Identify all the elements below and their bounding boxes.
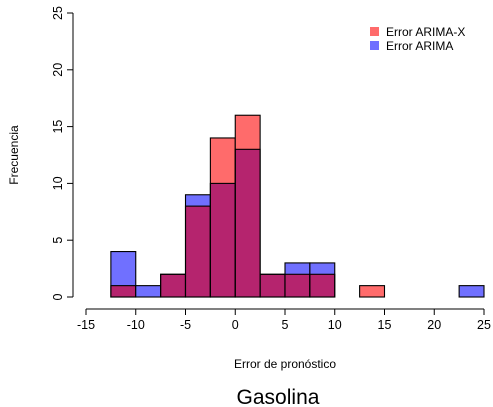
x-axis-label: Error de pronóstico (234, 357, 336, 371)
y-tick-label: 15 (51, 120, 65, 134)
y-tick-label: 25 (51, 6, 65, 20)
legend-label: Error ARIMA (386, 39, 453, 53)
bar-arima (110, 251, 136, 286)
x-tick-label: 10 (328, 318, 342, 332)
axes-layer: -15 -10 -5 0 5 10 15 20 25 0 5 10 15 20 25 (51, 6, 491, 332)
bar-overlap (110, 285, 136, 297)
bar-arima-x (235, 115, 261, 150)
y-axis-label: Frecuencia (7, 125, 21, 185)
bar-overlap (235, 149, 261, 297)
bar-outline-arima-x (359, 285, 386, 298)
bar-outline-arima (309, 262, 336, 298)
bar-arima (185, 194, 211, 207)
legend-swatch (370, 27, 379, 36)
bar-arima (135, 285, 161, 297)
x-tick-label: 5 (282, 318, 289, 332)
bar-outline-arima (458, 285, 485, 298)
bar-overlap (309, 274, 335, 297)
x-tick-label: 15 (378, 318, 392, 332)
bar-arima (285, 262, 310, 275)
bar-arima (309, 262, 335, 275)
bar-overlap (160, 274, 186, 297)
bar-outline-arima (234, 148, 261, 298)
bar-overlap (210, 183, 236, 297)
legend-swatch (370, 41, 379, 50)
x-tick-label: 20 (427, 318, 441, 332)
y-tick-label: 10 (51, 176, 65, 190)
y-tick-label: 0 (51, 293, 65, 300)
bar-overlap (285, 274, 310, 297)
x-tick-label: 0 (232, 318, 239, 332)
x-tick-label: 25 (477, 318, 491, 332)
chart-title: Gasolina (237, 386, 320, 407)
x-tick-label: -10 (127, 318, 145, 332)
x-tick-label: -15 (77, 318, 95, 332)
bar-arima (459, 285, 484, 297)
y-tick-label: 20 (51, 63, 65, 77)
bar-overlap (260, 274, 285, 297)
x-tick-label: -5 (180, 318, 191, 332)
bar-arima-x (210, 137, 236, 184)
bar-overlap (185, 206, 211, 297)
y-tick-label: 5 (51, 237, 65, 244)
legend-label: Error ARIMA-X (386, 25, 465, 39)
bar-outline-arima (110, 251, 137, 298)
bar-arima-x (359, 285, 385, 297)
bars-layer (110, 114, 485, 298)
